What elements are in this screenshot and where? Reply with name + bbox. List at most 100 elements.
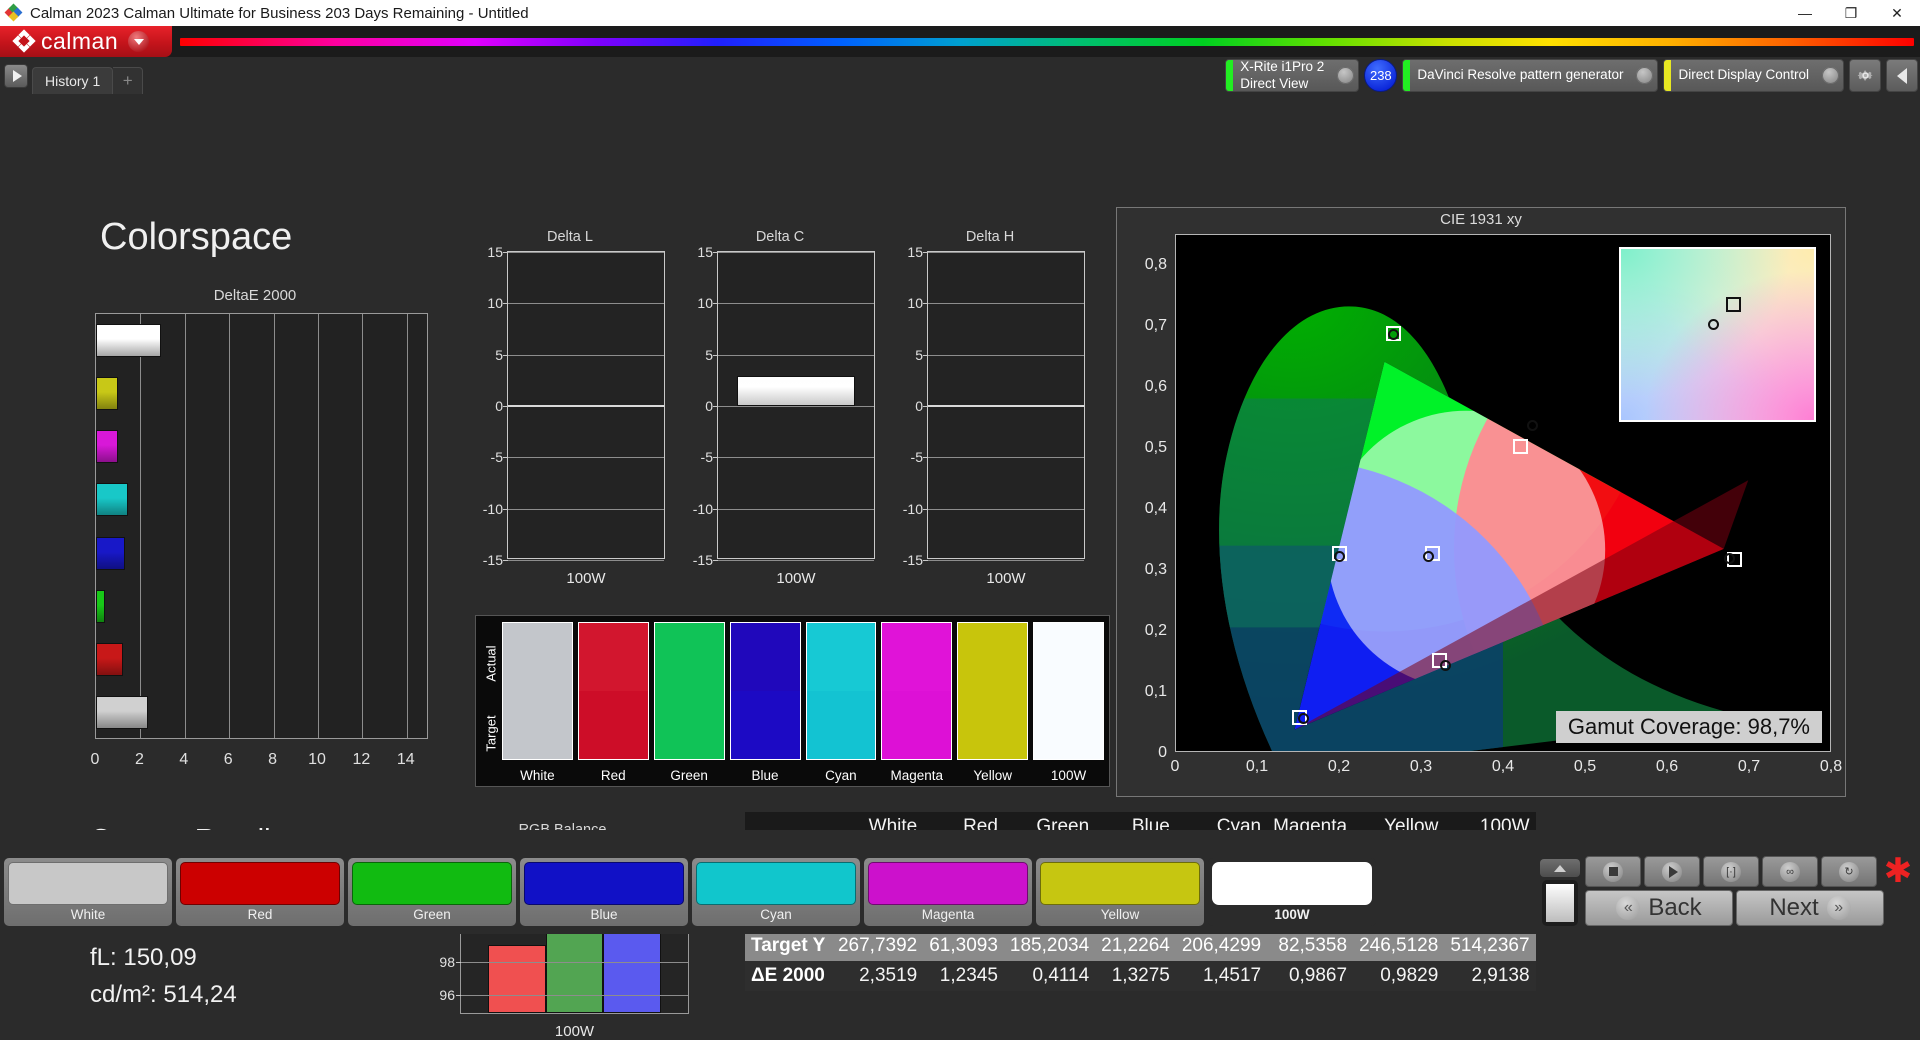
ytick	[503, 303, 508, 305]
table-cell: 82,5358	[1278, 935, 1348, 956]
pattern-button-red[interactable]: Red	[176, 858, 344, 926]
table-cell: 1,4517	[1202, 965, 1262, 986]
ytick-label: -15	[692, 552, 713, 568]
gridline	[362, 314, 364, 738]
play-icon[interactable]	[4, 64, 28, 88]
calman-logo-button[interactable]: calman	[0, 26, 172, 57]
swatch-label-row: White Red Green Blue Cyan Magenta Yellow 100W	[502, 768, 1104, 783]
pattern-button-cyan[interactable]: Cyan	[692, 858, 860, 926]
table-cell: 1,2345	[939, 965, 998, 986]
swatch-actual	[806, 623, 876, 691]
pattern-swatch	[1212, 862, 1372, 905]
ytick	[713, 303, 718, 305]
pattern-swatch	[696, 862, 856, 905]
stop-button[interactable]	[1585, 856, 1641, 887]
meter-selector[interactable]: X-Rite i1Pro 2 Direct View	[1225, 59, 1360, 92]
pattern-button-yellow[interactable]: Yellow	[1036, 858, 1204, 926]
deltae-bar-red	[96, 642, 124, 676]
cie-xtick-label: 0,4	[1491, 758, 1515, 775]
maximize-button[interactable]: ❐	[1844, 4, 1858, 21]
chevron-up-icon[interactable]	[1540, 859, 1580, 877]
swatch-target	[503, 691, 572, 759]
ytick	[503, 560, 508, 561]
ytick-label: -15	[902, 552, 923, 568]
deltae-bar-magenta	[96, 430, 118, 464]
ytick-label: 15	[907, 244, 923, 260]
ytick	[923, 406, 928, 407]
table-cell: 21,2264	[1101, 935, 1170, 956]
display-control-selector[interactable]: Direct Display Control	[1663, 59, 1844, 92]
table-row: Target Y 267,7392 61,3093 185,2034 21,2264 20…	[745, 931, 1536, 961]
collapse-panel-button[interactable]	[1886, 59, 1918, 92]
cie-ytick-label: 0,4	[1144, 499, 1167, 517]
star-icon[interactable]: ✱	[1883, 852, 1913, 891]
deltae-xtick: 2	[134, 751, 144, 768]
gear-icon	[1857, 70, 1873, 81]
pattern-button-blue[interactable]: Blue	[520, 858, 688, 926]
delta-l-plot-area: 15 10 5 0 -5 -10 -15	[483, 244, 665, 568]
refresh-button[interactable]: ↻	[1821, 856, 1877, 887]
ytick	[456, 995, 461, 996]
chevron-down-icon[interactable]	[1631, 60, 1657, 91]
continuous-button[interactable]: ∞	[1762, 856, 1818, 887]
gridline	[718, 508, 874, 510]
spectrum-strip	[180, 37, 1914, 46]
deltae-bar-white	[96, 324, 161, 358]
settings-button[interactable]	[1849, 59, 1881, 92]
swatch-actual	[730, 623, 800, 691]
delta-h-plot-area: 15 10 5 0 -5 -10 -15	[903, 244, 1085, 568]
next-button[interactable]: Next »	[1736, 890, 1884, 926]
luminance-swatch[interactable]	[1542, 880, 1578, 926]
ytick-label: 0	[705, 398, 713, 414]
add-history-tab-button[interactable]: +	[113, 67, 144, 94]
deltae-xtick: 0	[90, 751, 100, 768]
pattern-button-green[interactable]: Green	[348, 858, 516, 926]
generator-status-led	[1403, 60, 1411, 91]
ytick-label: -5	[910, 449, 923, 466]
table-cell: 1,3275	[1111, 965, 1170, 986]
rgb-bar-green	[545, 923, 604, 1013]
back-button[interactable]: « Back	[1585, 890, 1733, 926]
cie-ytick-label: 0	[1158, 744, 1167, 761]
tab-history-1[interactable]: History 1	[32, 67, 114, 94]
cie-plot-area[interactable]: Gamut Coverage: 98,7%	[1175, 234, 1831, 752]
gridline	[928, 457, 1084, 459]
table-row: ΔE 2000 2,3519 1,2345 0,4114 1,3275 1,4517 0,9…	[745, 961, 1536, 991]
minimize-button[interactable]: —	[1798, 5, 1812, 21]
workspace: Colorspace DeltaE 2000 0 2 4 6 8 10 12 14 Delta…	[0, 94, 1920, 1040]
swatch-axis-labels: Actual Target	[479, 622, 501, 760]
deltae-chart-title: DeltaE 2000	[213, 287, 297, 304]
swatch-target	[578, 691, 648, 759]
swatch-blue	[729, 622, 801, 760]
cie-ytick-label: 0,3	[1144, 560, 1167, 578]
swatch-actual	[503, 623, 572, 691]
pattern-button-white[interactable]: White	[4, 858, 172, 926]
play-button[interactable]	[1644, 856, 1700, 887]
swatch-green	[653, 622, 725, 760]
swatch-red	[577, 622, 649, 760]
chevron-down-icon[interactable]	[128, 31, 150, 52]
delta-l-x-label: 100W	[566, 570, 606, 587]
ytick-label: -5	[490, 449, 503, 466]
pattern-button-magenta[interactable]: Magenta	[864, 858, 1032, 926]
swatch-target	[654, 691, 724, 759]
pattern-generator-selector[interactable]: DaVinci Resolve pattern generator	[1402, 59, 1659, 92]
chevron-down-icon[interactable]	[1332, 60, 1358, 91]
table-cell: 0,9867	[1288, 965, 1348, 986]
close-button[interactable]: ✕	[1891, 4, 1903, 21]
measure-button[interactable]: [·]	[1703, 856, 1759, 887]
ytick	[456, 961, 461, 963]
ytick-label: -10	[692, 500, 713, 517]
cie-ytick-label: 0,2	[1144, 621, 1167, 639]
status-badge[interactable]: 238	[1364, 59, 1398, 92]
pattern-label: Magenta	[921, 907, 975, 922]
chevron-down-icon[interactable]	[1817, 60, 1843, 91]
ytick	[503, 354, 508, 356]
gridline	[508, 354, 664, 356]
cie-xtick-label: 0,2	[1327, 758, 1351, 775]
pattern-label: Cyan	[760, 907, 792, 922]
table-row-label: ΔE 2000	[751, 965, 825, 986]
swatch-100w	[1033, 622, 1104, 760]
pattern-button-100w[interactable]: 100W	[1208, 858, 1376, 926]
table-cell: 0,9829	[1380, 965, 1439, 986]
